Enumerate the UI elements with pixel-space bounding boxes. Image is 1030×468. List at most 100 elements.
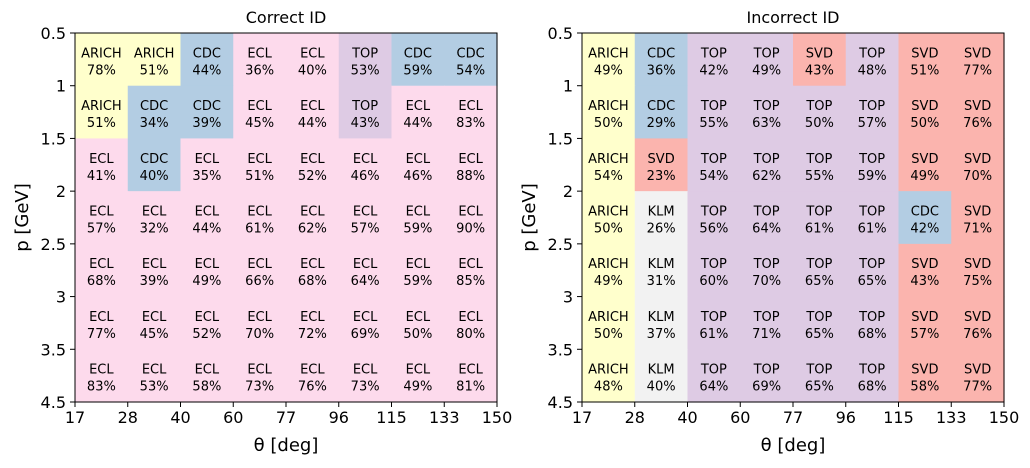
- cell-percent-label: 54%: [594, 169, 623, 184]
- heatmap-cell: [180, 349, 234, 403]
- x-tick-label: 17: [65, 408, 85, 427]
- heatmap-cell: [444, 349, 498, 403]
- heatmap-cell: [444, 243, 498, 298]
- cell-percent-label: 76%: [963, 327, 992, 342]
- cell-percent-label: 54%: [456, 63, 485, 78]
- cell-detector-label: ECL: [300, 363, 325, 378]
- heatmap-cell: [687, 138, 741, 192]
- heatmap-cell: [634, 243, 689, 298]
- cell-detector-label: ECL: [406, 310, 431, 325]
- x-tick-label: 77: [276, 408, 296, 427]
- cell-percent-label: 44%: [298, 116, 327, 131]
- heatmap-cell: [286, 191, 340, 245]
- x-tick-label: 133: [429, 408, 460, 427]
- cell-percent-label: 83%: [456, 116, 485, 131]
- cell-detector-label: SVD: [911, 152, 938, 167]
- heatmap-cell: [845, 33, 900, 87]
- heatmap-cell: [233, 33, 287, 87]
- cell-detector-label: SVD: [911, 46, 938, 61]
- heatmap-cell: [687, 85, 741, 140]
- cell-detector-label: TOP: [351, 46, 378, 61]
- x-axis-label: θ [deg]: [761, 435, 826, 456]
- cell-percent-label: 36%: [245, 63, 274, 78]
- heatmap-cell: [898, 85, 952, 140]
- cell-detector-label: ECL: [300, 152, 325, 167]
- cell-detector-label: TOP: [351, 99, 378, 114]
- cell-percent-label: 45%: [140, 327, 169, 342]
- cell-percent-label: 51%: [910, 63, 939, 78]
- cell-percent-label: 42%: [699, 63, 728, 78]
- cell-detector-label: ECL: [195, 363, 220, 378]
- cell-percent-label: 50%: [594, 116, 623, 131]
- y-tick-label: 4.5: [41, 393, 66, 412]
- heatmap-cell: [127, 349, 182, 403]
- heatmap-cell: [233, 191, 287, 245]
- heatmap-cell: [845, 191, 900, 245]
- cell-detector-label: ECL: [458, 152, 483, 167]
- cell-detector-label: ECL: [353, 205, 378, 220]
- cell-detector-label: ECL: [247, 310, 272, 325]
- cell-detector-label: SVD: [911, 257, 938, 272]
- heatmap-cell: [793, 296, 847, 350]
- cell-percent-label: 49%: [752, 63, 781, 78]
- cell-detector-label: KLM: [648, 257, 675, 272]
- heatmap-cell: [634, 85, 689, 140]
- cell-detector-label: TOP: [700, 152, 727, 167]
- cell-detector-label: ARICH: [588, 99, 629, 114]
- heatmap-cell: [180, 243, 234, 298]
- heatmap-cell: [793, 33, 847, 87]
- cell-detector-label: TOP: [805, 152, 832, 167]
- heatmap-cell: [687, 349, 741, 403]
- cell-detector-label: SVD: [964, 46, 991, 61]
- cell-percent-label: 70%: [752, 274, 781, 289]
- cell-percent-label: 29%: [647, 116, 676, 131]
- cell-detector-label: ECL: [300, 310, 325, 325]
- heatmap-cell: [127, 296, 182, 350]
- heatmap-cell: [127, 138, 182, 192]
- cell-percent-label: 43%: [805, 63, 834, 78]
- cell-detector-label: SVD: [911, 99, 938, 114]
- cell-detector-label: TOP: [753, 152, 780, 167]
- heatmap-cell: [951, 243, 1005, 298]
- cell-percent-label: 68%: [298, 274, 327, 289]
- cell-percent-label: 68%: [858, 380, 887, 395]
- cell-detector-label: ECL: [142, 363, 167, 378]
- y-tick-label: 1: [563, 77, 573, 96]
- cell-detector-label: TOP: [858, 257, 885, 272]
- cell-percent-label: 55%: [805, 169, 834, 184]
- cell-detector-label: TOP: [753, 310, 780, 325]
- cell-detector-label: ECL: [89, 152, 114, 167]
- heatmap-cell: [338, 85, 393, 140]
- heatmap-cell: [233, 138, 287, 192]
- heatmap-cell: [793, 138, 847, 192]
- x-tick-label: 77: [783, 408, 803, 427]
- cell-percent-label: 37%: [647, 327, 676, 342]
- y-tick-label: 3: [56, 288, 66, 307]
- y-tick-label: 4.5: [548, 393, 573, 412]
- cell-percent-label: 52%: [192, 327, 221, 342]
- cell-percent-label: 58%: [192, 380, 221, 395]
- cell-detector-label: TOP: [858, 205, 885, 220]
- heatmap-cell: [233, 85, 287, 140]
- heatmap-cell: [233, 243, 287, 298]
- cell-percent-label: 61%: [805, 222, 834, 237]
- cell-percent-label: 81%: [456, 380, 485, 395]
- cell-detector-label: ECL: [353, 310, 378, 325]
- cell-detector-label: KLM: [648, 310, 675, 325]
- cell-detector-label: ECL: [89, 310, 114, 325]
- cell-detector-label: SVD: [648, 152, 675, 167]
- heatmap-cell: [75, 85, 129, 140]
- heatmap-cell: [740, 33, 794, 87]
- heatmap-cell: [740, 85, 794, 140]
- cell-percent-label: 50%: [403, 327, 432, 342]
- cell-percent-label: 40%: [647, 380, 676, 395]
- cell-percent-label: 77%: [963, 63, 992, 78]
- heatmap-cell: [338, 243, 393, 298]
- cell-detector-label: ECL: [247, 46, 272, 61]
- x-tick-label: 40: [170, 408, 190, 427]
- heatmap-cell: [444, 191, 498, 245]
- cell-detector-label: TOP: [700, 257, 727, 272]
- cell-percent-label: 59%: [403, 274, 432, 289]
- x-tick-label: 115: [376, 408, 407, 427]
- cell-percent-label: 68%: [858, 327, 887, 342]
